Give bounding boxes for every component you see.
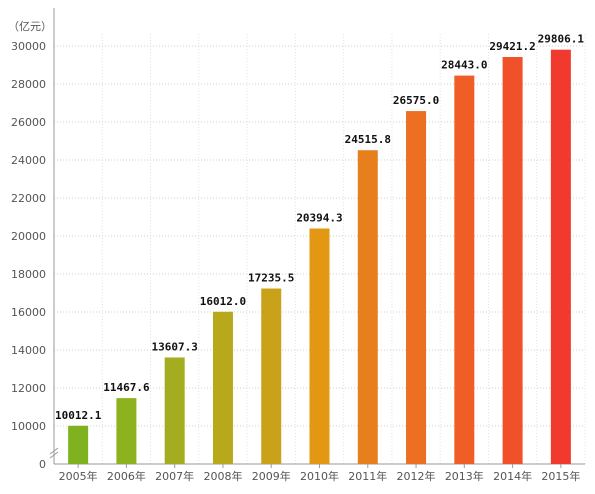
y-tick-label: 14000: [11, 344, 46, 357]
data-label: 29806.1: [538, 33, 585, 46]
y-tick-label: 22000: [11, 192, 46, 205]
x-tick-label: 2006年: [107, 469, 146, 483]
data-label: 20394.3: [296, 212, 342, 225]
y-tick-label: 16000: [11, 306, 46, 319]
bar: [357, 150, 378, 464]
bar: [454, 75, 475, 464]
bar: [502, 56, 523, 465]
y-tick-label: 0: [39, 458, 46, 471]
y-tick-label: 12000: [11, 382, 46, 395]
data-label: 17235.5: [248, 272, 294, 285]
x-tick-label: 2007年: [155, 469, 194, 483]
x-tick-label: 2010年: [300, 469, 339, 483]
y-tick-label: 10000: [11, 420, 46, 433]
x-tick-label: 2009年: [252, 469, 291, 483]
y-tick-label: 20000: [11, 230, 46, 243]
x-tick-label: 2014年: [493, 469, 532, 483]
axis-break-mark: [49, 451, 59, 459]
x-tick-label: 2015年: [541, 469, 580, 483]
y-tick-label: 18000: [11, 268, 46, 281]
bar: [406, 111, 427, 464]
data-label: 26575.0: [393, 94, 439, 107]
axis-break-mark: [49, 447, 59, 455]
y-tick-label: 28000: [11, 78, 46, 91]
data-label: 11467.6: [103, 381, 150, 394]
data-label: 29421.2: [489, 40, 535, 53]
bar: [164, 357, 185, 464]
data-label: 28443.0: [441, 59, 487, 72]
bar: [68, 425, 89, 464]
y-tick-label: 26000: [11, 116, 46, 129]
x-tick-label: 2012年: [397, 469, 436, 483]
data-label: 13607.3: [152, 340, 198, 353]
x-tick-label: 2008年: [203, 469, 242, 483]
bar: [550, 49, 571, 464]
x-tick-label: 2013年: [445, 469, 484, 483]
data-label: 24515.8: [345, 133, 391, 146]
x-tick-label: 2005年: [59, 469, 98, 483]
bar: [212, 311, 233, 464]
data-label: 16012.0: [200, 295, 246, 308]
x-tick-label: 2011年: [348, 469, 387, 483]
bar: [116, 398, 137, 464]
y-axis-unit-label: （亿元）: [8, 20, 52, 33]
bar: [261, 288, 282, 464]
bar: [309, 228, 330, 464]
y-tick-label: 24000: [11, 154, 46, 167]
data-label: 10012.1: [55, 409, 102, 422]
y-tick-label: 30000: [11, 40, 46, 53]
